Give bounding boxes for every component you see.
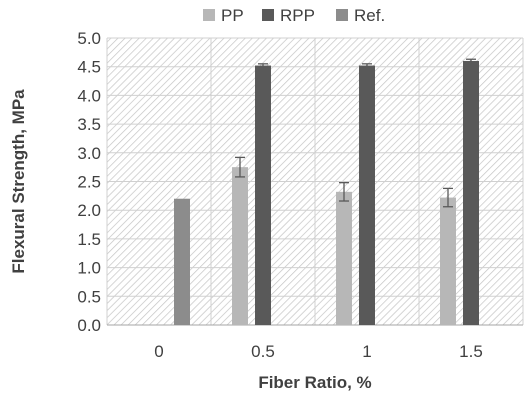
bar-pp-1	[336, 191, 352, 325]
legend-swatch	[336, 9, 348, 21]
x-tick-label: 1	[362, 342, 371, 361]
bar-rpp-0.5	[255, 65, 271, 325]
bar-pp-1.5	[440, 197, 456, 325]
bar-ref-0	[174, 198, 190, 325]
error-bar	[466, 58, 476, 64]
error-bar	[443, 187, 453, 208]
legend-label: RPP	[280, 6, 315, 25]
error-bar	[339, 181, 349, 202]
error-bar	[235, 156, 245, 178]
y-tick-label: 0.5	[77, 287, 101, 306]
error-bar	[362, 63, 372, 68]
y-tick-label: 1.5	[77, 230, 101, 249]
y-tick-label: 1.0	[77, 259, 101, 278]
y-tick-label: 3.5	[77, 115, 101, 134]
x-tick-labels: 0 0.5 1 1.5	[154, 342, 483, 361]
y-tick-label: 5.0	[77, 29, 101, 48]
legend-swatch	[203, 9, 215, 21]
y-tick-labels: 0.0 0.5 1.0 1.5 2.0 2.5 3.0 3.5 4.0 4.5 5.0	[77, 29, 101, 335]
x-axis-title: Fiber Ratio, %	[258, 373, 371, 392]
legend-swatch	[262, 9, 274, 21]
bar-pp-0.5	[232, 167, 248, 325]
error-bar	[258, 63, 268, 68]
legend: PP RPP Ref.	[203, 6, 385, 25]
error-bars	[235, 58, 476, 208]
legend-label: Ref.	[354, 6, 385, 25]
y-tick-label: 4.0	[77, 86, 101, 105]
bar-rpp-1	[359, 65, 375, 325]
y-tick-label: 2.0	[77, 201, 101, 220]
y-tick-label: 4.5	[77, 58, 101, 77]
bar-rpp-1.5	[463, 60, 479, 326]
y-tick-label: 2.5	[77, 173, 101, 192]
legend-label: PP	[221, 6, 244, 25]
y-tick-label: 3.0	[77, 144, 101, 163]
x-tick-label: 1.5	[459, 342, 483, 361]
y-axis-title: Flexural Strength, MPa	[9, 89, 28, 274]
x-tick-label: 0.5	[251, 342, 275, 361]
bars	[174, 60, 479, 326]
x-tick-label: 0	[154, 342, 163, 361]
y-tick-label: 0.0	[77, 316, 101, 335]
